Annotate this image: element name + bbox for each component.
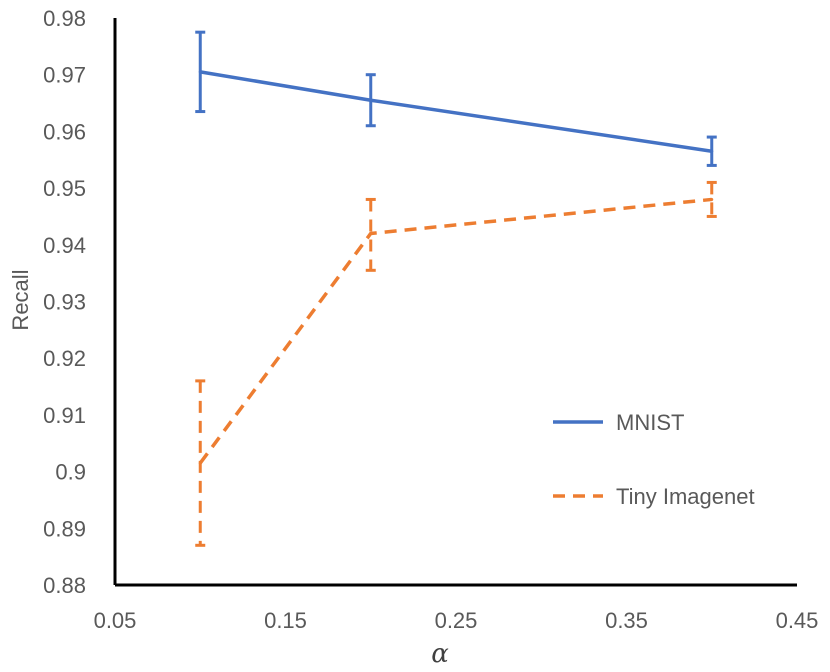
y-tick-label: 0.97	[43, 63, 86, 88]
chart-axes	[113, 18, 797, 587]
tiny-imagenet-series	[195, 180, 717, 547]
tiny-imagenet-data-point	[710, 197, 714, 201]
y-tick-label: 0.91	[43, 403, 86, 428]
mnist-data-point	[198, 70, 202, 74]
y-tick-labels: 0.88 0.89 0.9 0.91 0.92 0.93 0.94 0.95 0.96 0.97 0…	[43, 6, 86, 598]
x-tick-label: 0.05	[94, 608, 137, 633]
y-tick-label: 0.94	[43, 233, 86, 258]
mnist-line	[199, 70, 713, 153]
y-tick-label: 0.98	[43, 6, 86, 31]
y-tick-label: 0.96	[43, 119, 86, 144]
y-axis-title: Recall	[8, 269, 33, 330]
y-tick-label: 0.9	[55, 460, 86, 485]
mnist-series	[195, 30, 717, 167]
mnist-data-point	[369, 98, 373, 102]
y-tick-label: 0.95	[43, 176, 86, 201]
tiny-imagenet-data-point	[198, 461, 202, 465]
x-tick-label: 0.15	[264, 608, 307, 633]
y-tick-label: 0.89	[43, 516, 86, 541]
x-axis-title: α	[431, 639, 449, 669]
x-tick-label: 0.35	[605, 608, 648, 633]
legend-label-tiny-imagenet: Tiny Imagenet	[616, 484, 755, 509]
y-tick-label: 0.93	[43, 290, 86, 315]
legend-label-mnist: MNIST	[616, 410, 684, 435]
chart-legend: MNIST Tiny Imagenet	[553, 410, 755, 509]
x-tick-label: 0.45	[776, 608, 819, 633]
x-tick-label: 0.25	[435, 608, 478, 633]
y-tick-label: 0.92	[43, 346, 86, 371]
series-layer	[195, 30, 717, 547]
mnist-data-point	[710, 149, 714, 153]
tiny-imagenet-data-point	[369, 231, 373, 235]
x-tick-labels: 0.05 0.15 0.25 0.35 0.45	[94, 608, 819, 633]
y-tick-label: 0.88	[43, 573, 86, 598]
